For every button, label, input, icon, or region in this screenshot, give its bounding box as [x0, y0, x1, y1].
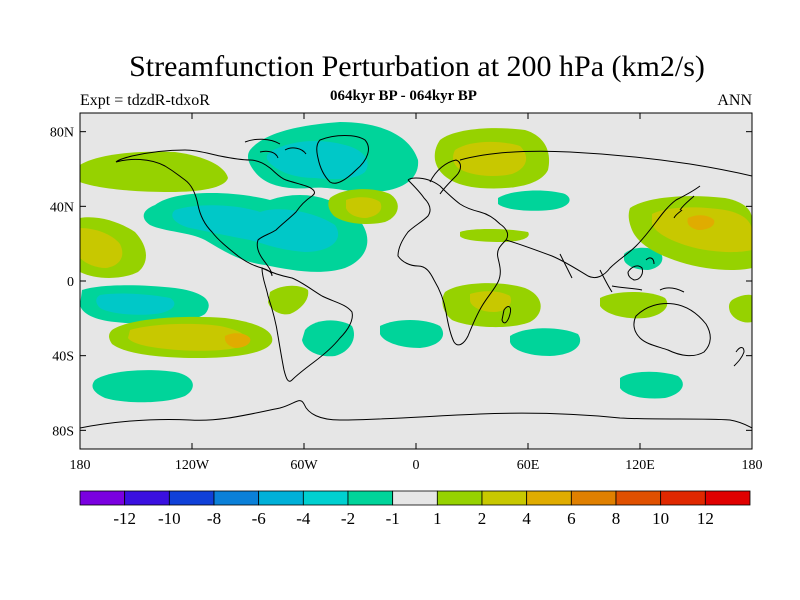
coast-maritime	[611, 257, 685, 293]
colorbar-label: -4	[296, 509, 311, 528]
contour-positive-sam-east	[268, 285, 309, 315]
lon-tick-label: 60W	[290, 458, 318, 473]
contour-negative-spac-south	[92, 370, 193, 403]
lat-tick-label: 80N	[50, 126, 74, 141]
contour-negative-maritime	[624, 247, 663, 270]
colorbar-swatch	[570, 490, 617, 506]
contour-pos3-nwpac	[687, 215, 715, 230]
coast-north-america	[115, 149, 315, 277]
contour-negative-samerica	[302, 320, 355, 357]
lon-tick-label: 0	[413, 458, 420, 473]
colorbar: -12 -10 -8 -6 -4 -2 -1 1 2 4 6 8 10 12	[79, 490, 751, 528]
colorbar-swatch	[302, 490, 349, 506]
period-label: 064kyr BP - 064kyr BP	[330, 88, 477, 104]
longitude-axis: 180 120W 60W 0 60E 120E 180	[70, 113, 763, 473]
contour-positive-australia	[600, 292, 668, 319]
colorbar-swatch	[392, 490, 438, 506]
lat-tick-label: 40N	[50, 200, 74, 215]
lon-tick-label: 120E	[625, 458, 655, 473]
coast-south-america	[261, 267, 353, 382]
coast-scandinavia	[429, 159, 461, 195]
contour-positive-mideast	[460, 229, 529, 242]
colorbar-swatch	[660, 490, 706, 506]
colorbar-label: 12	[697, 509, 714, 528]
contour-negative-satlantic	[380, 320, 444, 348]
colorbar-swatch	[436, 490, 483, 506]
colorbar-swatch	[124, 490, 170, 506]
colorbar-swatch	[704, 490, 751, 506]
experiment-label: Expt = tdzdR-tdxoR	[80, 92, 210, 109]
contour-pos2-spac	[128, 323, 247, 351]
lon-tick-label: 180	[70, 458, 91, 473]
contour-negative-sindian	[510, 328, 581, 356]
coast-arctic-islands	[244, 138, 307, 159]
contour-pos2-africa	[470, 291, 512, 312]
lon-tick-label: 120W	[175, 458, 210, 473]
contour-negative-saus	[620, 371, 683, 399]
colorbar-label: -2	[341, 509, 355, 528]
colorbar-label: -12	[113, 509, 136, 528]
colorbar-label: 8	[612, 509, 621, 528]
colorbar-label: -10	[158, 509, 181, 528]
contour-pos2-enatl	[346, 197, 382, 218]
colorbar-swatch	[168, 490, 215, 506]
colorbar-swatch	[213, 490, 260, 506]
colorbar-label: 10	[652, 509, 669, 528]
lat-tick-label: 80S	[52, 424, 74, 439]
coast-madagascar	[501, 306, 511, 324]
contour-pos2-westpac	[80, 228, 123, 268]
lat-tick-label: 0	[67, 275, 74, 290]
colorbar-swatch	[258, 490, 304, 506]
colorbar-label: -6	[252, 509, 266, 528]
coast-greenland	[316, 135, 369, 184]
colorbar-label: -8	[207, 509, 221, 528]
contour-pos2-siberia	[453, 141, 527, 176]
contour-neg2-greenland	[266, 140, 368, 180]
contour-pos3-spac	[224, 333, 251, 348]
colorbar-label: 4	[522, 509, 531, 528]
colorbar-label: 1	[433, 509, 442, 528]
coastlines	[80, 135, 752, 429]
coast-australia	[633, 303, 711, 357]
colorbar-swatch	[347, 490, 394, 506]
coast-new-zealand	[733, 347, 745, 367]
lat-tick-label: 40S	[52, 350, 74, 365]
latitude-axis: 80N 40N 0 40S 80S	[50, 126, 752, 439]
coast-europe-africa	[397, 177, 509, 346]
lon-tick-label: 60E	[517, 458, 540, 473]
contour-neg2-epac	[96, 293, 175, 315]
colorbar-swatch	[526, 490, 572, 506]
coast-asia	[459, 150, 752, 293]
contour-positive-swpac	[728, 294, 752, 323]
colorbar-swatch	[79, 490, 126, 506]
colorbar-label: -1	[386, 509, 400, 528]
coast-antarctica	[80, 400, 752, 429]
coast-japan	[673, 195, 695, 219]
season-label: ANN	[717, 92, 752, 109]
colorbar-swatch	[481, 490, 528, 506]
colorbar-swatch	[615, 490, 662, 506]
colorbar-label: 2	[478, 509, 487, 528]
contour-negative-eurasia	[498, 190, 570, 211]
contour-neg2-na	[172, 205, 339, 252]
lon-tick-label: 180	[742, 458, 763, 473]
colorbar-label: 6	[567, 509, 576, 528]
plot-title: Streamfunction Perturbation at 200 hPa (…	[129, 50, 705, 83]
